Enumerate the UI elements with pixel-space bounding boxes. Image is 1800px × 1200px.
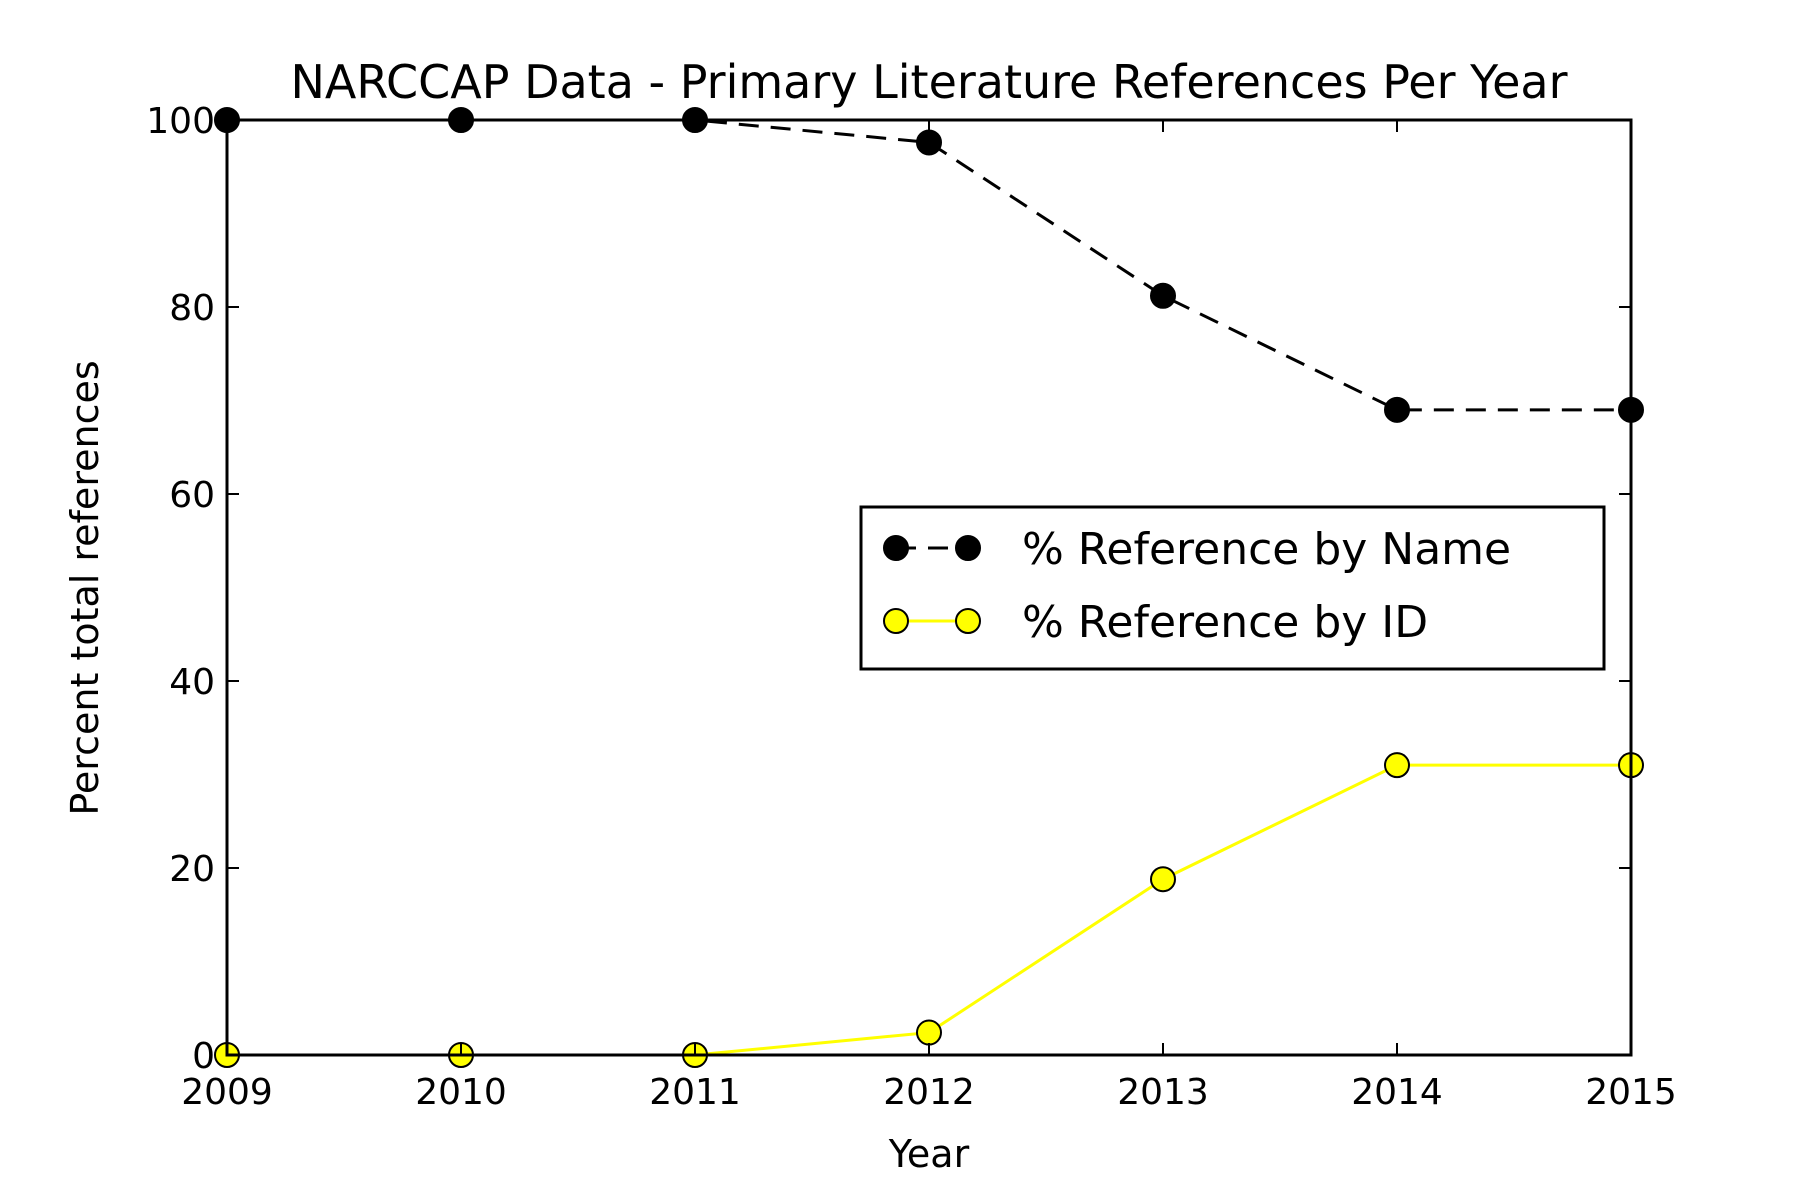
legend-entry-id: % Reference by ID xyxy=(883,597,1428,648)
legend-box xyxy=(859,505,1606,671)
ticks-layer xyxy=(226,119,1632,1056)
series-1-point-2013 xyxy=(1150,866,1176,893)
x-tick-label-2014: 2014 xyxy=(1351,1072,1443,1113)
series-1-point-2012 xyxy=(916,1019,942,1046)
legend-entry-name: % Reference by Name xyxy=(883,524,1511,575)
legend-marker-name xyxy=(955,535,981,561)
series-1-point-2014 xyxy=(1384,752,1410,779)
y-tick-label-0: 0 xyxy=(192,1036,215,1077)
legend-label-name: % Reference by Name xyxy=(1022,524,1511,575)
legend-marker-id xyxy=(883,608,909,634)
legend-label-id: % Reference by ID xyxy=(1022,597,1428,648)
series-0-point-2014 xyxy=(1384,396,1410,423)
legend: % Reference by Name % Reference by ID xyxy=(859,505,1606,671)
series-line-1 xyxy=(227,763,1631,1057)
legend-marker-id xyxy=(955,608,981,634)
x-tick-label-2015: 2015 xyxy=(1585,1072,1677,1113)
y-tick-label-60: 60 xyxy=(169,475,215,516)
y-tick-label-20: 20 xyxy=(169,849,215,890)
x-tick-label-2009: 2009 xyxy=(181,1072,273,1113)
series-line-0 xyxy=(227,118,1631,412)
y-tick-label-80: 80 xyxy=(169,288,215,329)
x-tick-label-2010: 2010 xyxy=(415,1072,507,1113)
x-tick-label-2011: 2011 xyxy=(649,1072,741,1113)
x-axis-label: Year xyxy=(888,1132,970,1176)
legend-marker-name xyxy=(883,535,909,561)
series-0-point-2013 xyxy=(1150,282,1176,309)
x-tick-label-2012: 2012 xyxy=(883,1072,975,1113)
series-0-point-2012 xyxy=(916,129,942,156)
y-tick-label-40: 40 xyxy=(169,662,215,703)
x-tick-label-2013: 2013 xyxy=(1117,1072,1209,1113)
y-tick-label-100: 100 xyxy=(146,101,215,142)
labels-layer: 2009 2010 2011 2012 2013 2014 2015 0 20 40 60 80 100 xyxy=(146,101,1677,1113)
y-axis-label: Percent total references xyxy=(63,360,107,815)
chart-title: NARCCAP Data - Primary Literature Refere… xyxy=(290,55,1567,109)
